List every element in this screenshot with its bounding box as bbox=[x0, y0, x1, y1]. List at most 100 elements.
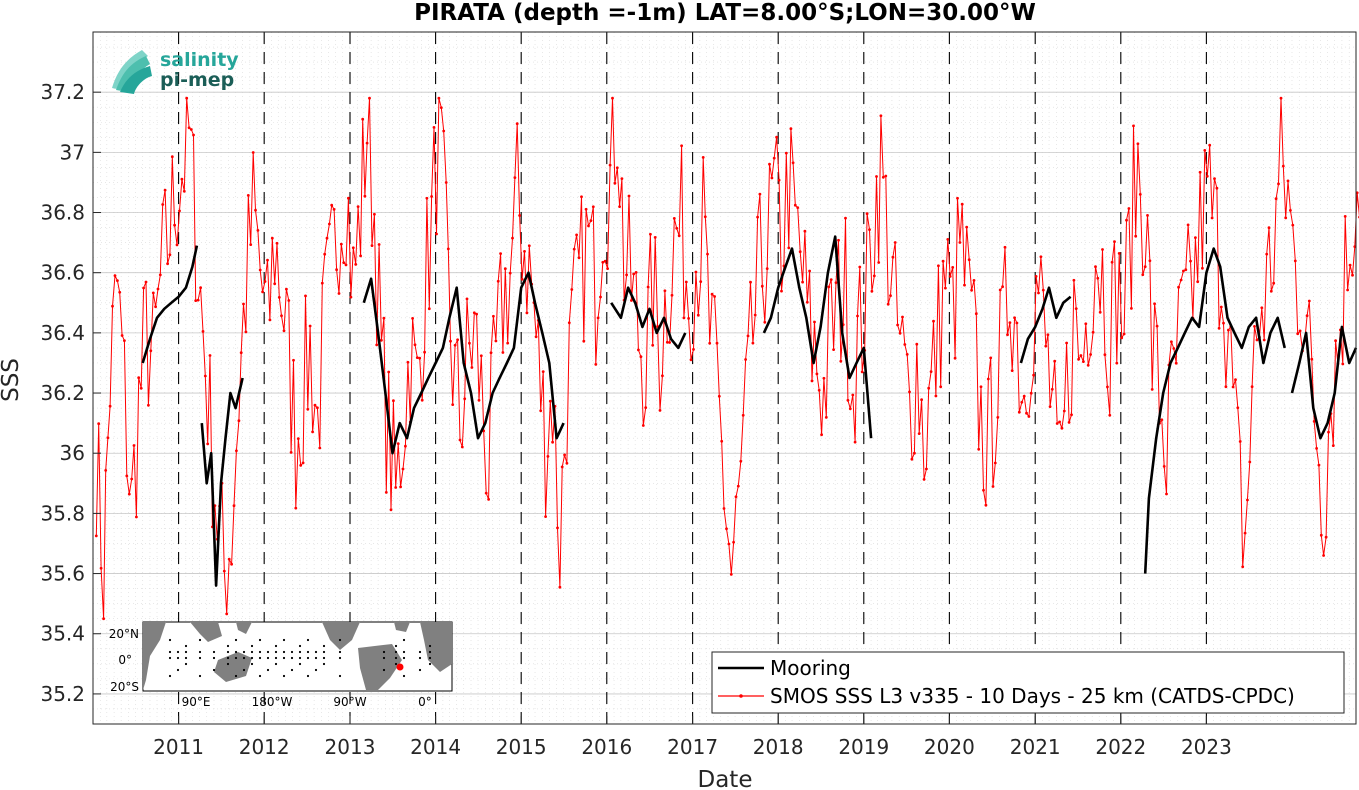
inset-map-frame bbox=[142, 621, 453, 692]
inset-station-dot bbox=[234, 650, 238, 654]
smos-point bbox=[670, 293, 674, 297]
smos-point bbox=[1286, 179, 1290, 183]
smos-point bbox=[161, 203, 165, 206]
smos-point bbox=[853, 440, 857, 444]
inset-station-dot bbox=[198, 638, 202, 642]
smos-point bbox=[104, 469, 108, 472]
smos-point bbox=[1084, 322, 1088, 326]
smos-point bbox=[330, 203, 334, 207]
smos-point bbox=[147, 403, 150, 407]
smos-point bbox=[270, 236, 274, 240]
smos-point bbox=[1027, 415, 1031, 418]
smos-point bbox=[791, 161, 795, 165]
inset-station-dot bbox=[314, 656, 318, 660]
smos-point bbox=[320, 281, 324, 285]
smos-point bbox=[1182, 269, 1185, 273]
smos-point bbox=[613, 181, 617, 185]
smos-point bbox=[977, 447, 981, 451]
smos-point bbox=[591, 205, 595, 209]
smos-point bbox=[699, 280, 703, 283]
smos-point bbox=[292, 358, 295, 362]
inset-station-dot bbox=[250, 650, 254, 654]
smos-point bbox=[682, 316, 686, 320]
smos-point bbox=[460, 445, 464, 449]
smos-point bbox=[1248, 460, 1252, 464]
smos-point bbox=[294, 506, 298, 510]
smos-point bbox=[1262, 338, 1266, 342]
smos-point bbox=[708, 341, 712, 345]
smos-point bbox=[508, 271, 512, 275]
inset-station-dot bbox=[234, 674, 238, 678]
smos-point bbox=[1134, 234, 1138, 238]
smos-point bbox=[401, 467, 405, 471]
inset-station-dot bbox=[258, 656, 262, 660]
smos-point bbox=[606, 267, 609, 270]
smos-point bbox=[777, 178, 781, 182]
smos-point bbox=[413, 343, 417, 347]
smos-point bbox=[251, 151, 255, 154]
smos-point bbox=[1055, 422, 1059, 425]
smos-point bbox=[913, 451, 916, 455]
pimep-logo: salinity pi-mep bbox=[112, 49, 239, 94]
inset-station-dot bbox=[168, 638, 172, 642]
smos-point bbox=[582, 339, 586, 343]
inset-station-dot bbox=[234, 656, 238, 660]
smos-point bbox=[449, 339, 452, 343]
smos-point bbox=[934, 394, 938, 398]
smos-point bbox=[1234, 378, 1237, 382]
smos-point bbox=[1196, 280, 1200, 284]
smos-point bbox=[335, 268, 338, 272]
smos-point bbox=[563, 453, 566, 457]
inset-station-dot bbox=[282, 638, 286, 642]
inset-station-dot bbox=[306, 650, 310, 654]
smos-point bbox=[1253, 325, 1256, 328]
smos-point bbox=[680, 144, 683, 148]
smos-point bbox=[1082, 360, 1085, 363]
inset-station-dot bbox=[258, 674, 262, 678]
smos-point bbox=[848, 407, 852, 411]
inset-station-dot bbox=[298, 662, 302, 666]
smos-point bbox=[544, 515, 547, 518]
inset-station-dot bbox=[212, 668, 216, 672]
smos-point bbox=[170, 155, 174, 159]
x-tick-label: 2019 bbox=[838, 735, 889, 759]
smos-point bbox=[720, 439, 724, 443]
smos-point bbox=[689, 358, 693, 362]
smos-point bbox=[925, 467, 928, 471]
inset-station-dot bbox=[394, 650, 398, 654]
smos-point bbox=[137, 376, 141, 380]
smos-point bbox=[458, 438, 462, 442]
x-tick-label: 2023 bbox=[1181, 735, 1232, 759]
smos-point bbox=[308, 324, 312, 328]
smos-point bbox=[996, 416, 1000, 419]
smos-point bbox=[1032, 373, 1035, 377]
inset-station-dot bbox=[338, 674, 342, 678]
y-tick-label: 35.6 bbox=[40, 562, 85, 586]
smos-point bbox=[349, 295, 353, 299]
smos-point bbox=[1250, 385, 1254, 389]
smos-point bbox=[423, 350, 426, 354]
inset-station-dot bbox=[226, 656, 230, 660]
smos-point bbox=[1091, 330, 1095, 334]
smos-point bbox=[1274, 197, 1278, 201]
inset-station-dot bbox=[282, 656, 286, 660]
smos-point bbox=[929, 370, 933, 373]
smos-point bbox=[1029, 391, 1033, 395]
smos-point bbox=[651, 343, 655, 347]
smos-point bbox=[810, 379, 814, 383]
inset-station-dot bbox=[266, 668, 270, 672]
smos-point bbox=[189, 128, 193, 131]
smos-point bbox=[323, 252, 327, 256]
inset-station-dot bbox=[274, 662, 278, 666]
smos-point bbox=[222, 569, 226, 573]
smos-point bbox=[123, 339, 126, 342]
smos-point bbox=[125, 474, 129, 478]
smos-point bbox=[328, 222, 331, 226]
inset-station-dot bbox=[402, 674, 406, 678]
smos-point bbox=[615, 166, 619, 170]
smos-point bbox=[1324, 535, 1328, 539]
smos-point bbox=[518, 214, 521, 217]
smos-point bbox=[182, 189, 186, 193]
smos-point bbox=[860, 370, 864, 374]
smos-point bbox=[256, 229, 260, 232]
